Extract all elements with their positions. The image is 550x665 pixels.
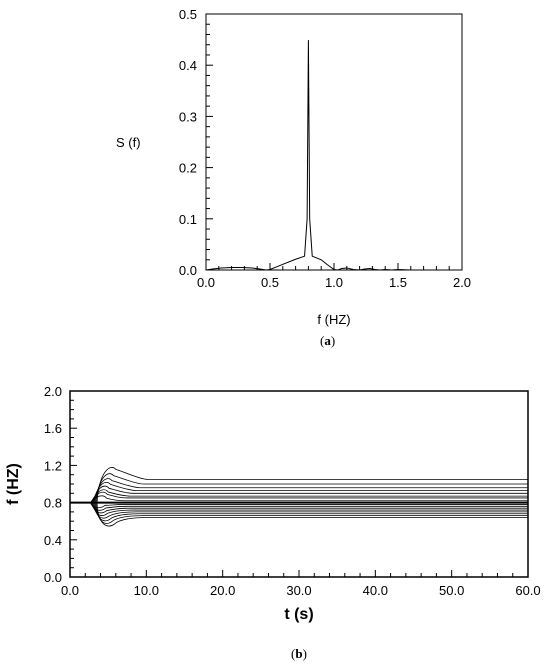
panel-b-contour: 0.0 10.0 20.0 30.0 40.0 50.0 60.0 0.0 0.4 0.8 1.2 1…	[5, 384, 541, 661]
panel-a-axis-ticks: 0.0 0.5 1.0 1.5 2.0 0.0 0.1 0.2 0.3 0.4 0.5	[179, 7, 471, 290]
panel-b-y-axis-label: f (HZ)	[5, 463, 22, 505]
contour-line-upper	[90, 495, 528, 503]
panel-a-spectrum: 0.0 0.5 1.0 1.5 2.00.00.10.20.30.40.5 S (f) …	[116, 7, 471, 348]
panel-a-y-tick-label: 0.1	[179, 212, 197, 227]
contour-line-lower	[91, 502, 528, 511]
contour-line-lower	[95, 502, 528, 524]
panel-b-y-tick-label: 0.4	[44, 533, 62, 548]
panel-b-contour-lines	[90, 467, 528, 527]
contour-line-lower	[96, 502, 528, 527]
panel-b-x-tick-label: 30.0	[286, 583, 311, 598]
panel-b-x-axis-label: t (s)	[284, 606, 313, 623]
panel-a-y-tick-label: 0.2	[179, 161, 197, 176]
panel-b-x-tick-label: 10.0	[134, 583, 159, 598]
panel-b-x-tick-label: 50.0	[439, 583, 464, 598]
contour-line-upper	[96, 467, 528, 503]
panel-a-x-axis-label: f (HZ)	[317, 312, 350, 327]
panel-b-y-tick-label: 1.2	[44, 458, 62, 473]
panel-a-y-tick-label: 0.4	[179, 58, 197, 73]
panel-a-y-tick-label: 0.0	[179, 263, 197, 278]
panel-b-x-tick-label: 0.0	[61, 583, 79, 598]
panel-a-y-tick-label: 0.5	[179, 7, 197, 22]
panel-a-plot-frame	[205, 13, 463, 271]
panel-a-x-tick-label: 1.0	[325, 275, 343, 290]
panel-b-y-tick-label: 0.8	[44, 496, 62, 511]
panel-b-y-tick-label: 1.6	[44, 421, 62, 436]
panel-b-x-tick-label: 40.0	[363, 583, 388, 598]
panel-a-x-tick-label: 0.5	[261, 275, 279, 290]
panel-a-y-tick-label: 0.3	[179, 109, 197, 124]
panel-b-y-tick-label: 2.0	[44, 384, 62, 399]
panel-a-x-tick-label: 0.0	[197, 275, 215, 290]
panel-a-x-tick-label: 1.5	[389, 275, 407, 290]
panel-b-caption: (b)	[291, 646, 307, 661]
contour-line-upper	[93, 481, 528, 503]
contour-line-upper	[92, 485, 528, 503]
panel-b-x-tick-label: 60.0	[515, 583, 540, 598]
panel-b-x-tick-label: 20.0	[210, 583, 235, 598]
panel-a-caption: (a)	[320, 333, 335, 348]
panel-b-axis-ticks: 0.0 10.0 20.0 30.0 40.0 50.0 60.0 0.0 0.4 0.8 1.2 1…	[44, 384, 541, 598]
panel-b-y-tick-label: 0.0	[44, 570, 62, 585]
panel-a-y-axis-label: S (f)	[116, 135, 141, 150]
panel-a-spectrum-line	[205, 40, 462, 271]
panel-a-x-tick-label: 2.0	[453, 275, 471, 290]
